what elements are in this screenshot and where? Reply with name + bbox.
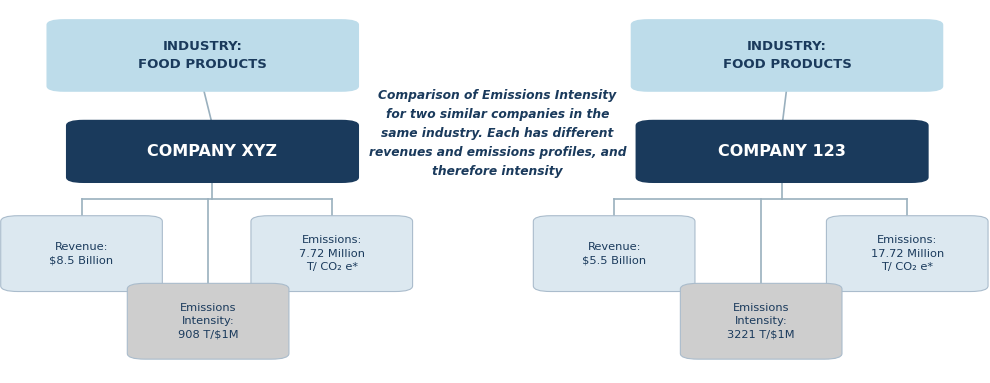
- Text: Comparison of Emissions Intensity
for two similar companies in the
same industry: Comparison of Emissions Intensity for tw…: [368, 89, 626, 178]
- FancyBboxPatch shape: [680, 283, 842, 359]
- Text: Emissions
Intensity:
908 T/$1M: Emissions Intensity: 908 T/$1M: [178, 303, 239, 340]
- Text: Emissions:
7.72 Million
T/ CO₂ e*: Emissions: 7.72 Million T/ CO₂ e*: [299, 235, 364, 272]
- Text: INDUSTRY:
FOOD PRODUCTS: INDUSTRY: FOOD PRODUCTS: [723, 40, 851, 71]
- Text: Revenue:
$8.5 Billion: Revenue: $8.5 Billion: [50, 242, 114, 265]
- Text: INDUSTRY:
FOOD PRODUCTS: INDUSTRY: FOOD PRODUCTS: [139, 40, 267, 71]
- FancyBboxPatch shape: [631, 19, 943, 92]
- FancyBboxPatch shape: [47, 19, 359, 92]
- FancyBboxPatch shape: [66, 120, 359, 183]
- FancyBboxPatch shape: [128, 283, 289, 359]
- FancyBboxPatch shape: [827, 216, 988, 291]
- Text: Emissions:
17.72 Million
T/ CO₂ e*: Emissions: 17.72 Million T/ CO₂ e*: [870, 235, 943, 272]
- FancyBboxPatch shape: [1, 216, 162, 291]
- Text: COMPANY XYZ: COMPANY XYZ: [148, 144, 277, 159]
- FancyBboxPatch shape: [636, 120, 929, 183]
- FancyBboxPatch shape: [534, 216, 695, 291]
- Text: Revenue:
$5.5 Billion: Revenue: $5.5 Billion: [582, 242, 646, 265]
- Text: Emissions
Intensity:
3221 T/$1M: Emissions Intensity: 3221 T/$1M: [728, 303, 795, 340]
- Text: COMPANY 123: COMPANY 123: [718, 144, 846, 159]
- FancyBboxPatch shape: [250, 216, 413, 291]
